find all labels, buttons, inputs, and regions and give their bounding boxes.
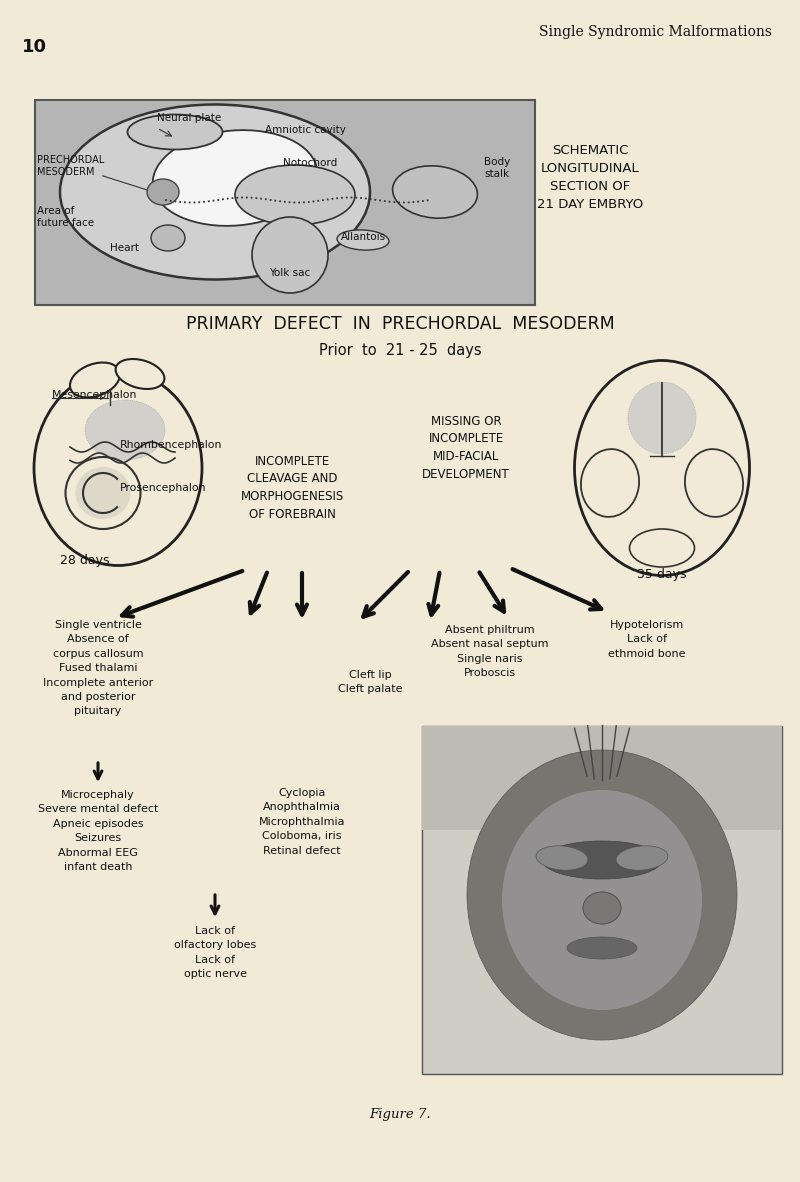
Text: Notochord: Notochord <box>283 158 337 168</box>
Text: Amniotic cavity: Amniotic cavity <box>265 125 346 135</box>
Bar <box>422 726 782 1074</box>
Text: Heart: Heart <box>110 243 139 253</box>
Ellipse shape <box>574 361 750 576</box>
Ellipse shape <box>153 130 318 226</box>
Text: Lack of
olfactory lobes
Lack of
optic nerve: Lack of olfactory lobes Lack of optic ne… <box>174 926 256 979</box>
Text: Hypotelorism
Lack of
ethmoid bone: Hypotelorism Lack of ethmoid bone <box>608 621 686 658</box>
Text: PRIMARY  DEFECT  IN  PRECHORDAL  MESODERM: PRIMARY DEFECT IN PRECHORDAL MESODERM <box>186 314 614 333</box>
Ellipse shape <box>467 751 737 1040</box>
Text: Prosencephalon: Prosencephalon <box>120 483 206 493</box>
Text: Single ventricle
Absence of
corpus callosum
Fused thalami
Incomplete anterior
an: Single ventricle Absence of corpus callo… <box>43 621 153 716</box>
Text: Single Syndromic Malformations: Single Syndromic Malformations <box>539 25 772 39</box>
Ellipse shape <box>628 382 696 454</box>
Text: 10: 10 <box>22 38 47 56</box>
Text: Absent philtrum
Absent nasal septum
Single naris
Proboscis: Absent philtrum Absent nasal septum Sing… <box>431 625 549 678</box>
Ellipse shape <box>115 359 165 389</box>
Text: Yolk sac: Yolk sac <box>270 268 310 278</box>
Ellipse shape <box>60 104 370 279</box>
Ellipse shape <box>581 449 639 517</box>
Text: Mesencephalon: Mesencephalon <box>52 390 138 400</box>
Text: INCOMPLETE
CLEAVAGE AND
MORPHOGENESIS
OF FOREBRAIN: INCOMPLETE CLEAVAGE AND MORPHOGENESIS OF… <box>240 455 344 520</box>
Ellipse shape <box>583 892 621 924</box>
Ellipse shape <box>536 846 588 870</box>
Circle shape <box>252 217 328 293</box>
Ellipse shape <box>337 230 389 251</box>
Text: Allantois: Allantois <box>341 232 386 242</box>
Text: Cyclopia
Anophthalmia
Microphthalmia
Coloboma, iris
Retinal defect: Cyclopia Anophthalmia Microphthalmia Col… <box>258 788 346 856</box>
Text: PRECHORDAL
MESODERM: PRECHORDAL MESODERM <box>37 155 104 177</box>
Ellipse shape <box>85 400 165 460</box>
Ellipse shape <box>66 457 141 530</box>
Ellipse shape <box>502 790 702 1009</box>
Text: Rhombencephalon: Rhombencephalon <box>120 440 222 450</box>
Text: Cleft lip
Cleft palate: Cleft lip Cleft palate <box>338 670 402 694</box>
Ellipse shape <box>127 115 222 149</box>
Ellipse shape <box>147 178 179 204</box>
Ellipse shape <box>685 449 743 517</box>
Bar <box>35 100 535 305</box>
Ellipse shape <box>616 846 668 870</box>
Ellipse shape <box>235 165 355 225</box>
Text: Microcephaly
Severe mental defect
Apneic episodes
Seizures
Abnormal EEG
infant d: Microcephaly Severe mental defect Apneic… <box>38 790 158 872</box>
Ellipse shape <box>630 530 694 567</box>
Text: 28 days: 28 days <box>60 554 110 567</box>
Text: SCHEMATIC
LONGITUDINAL
SECTION OF
21 DAY EMBRYO: SCHEMATIC LONGITUDINAL SECTION OF 21 DAY… <box>537 144 643 212</box>
Bar <box>422 726 782 831</box>
Text: Area of
future face: Area of future face <box>37 206 94 228</box>
Ellipse shape <box>393 165 478 219</box>
Text: Body
stalk: Body stalk <box>484 157 510 180</box>
Text: Figure 7.: Figure 7. <box>369 1108 431 1121</box>
Ellipse shape <box>542 842 662 879</box>
Text: Prior  to  21 - 25  days: Prior to 21 - 25 days <box>318 343 482 358</box>
Text: MISSING OR
INCOMPLETE
MID-FACIAL
DEVELOPMENT: MISSING OR INCOMPLETE MID-FACIAL DEVELOP… <box>422 415 510 481</box>
Ellipse shape <box>75 467 130 519</box>
Ellipse shape <box>151 225 185 251</box>
Ellipse shape <box>70 363 120 397</box>
Text: 35 days: 35 days <box>638 569 686 582</box>
Ellipse shape <box>567 937 637 959</box>
Text: Neural plate: Neural plate <box>157 113 222 123</box>
Ellipse shape <box>34 370 202 565</box>
